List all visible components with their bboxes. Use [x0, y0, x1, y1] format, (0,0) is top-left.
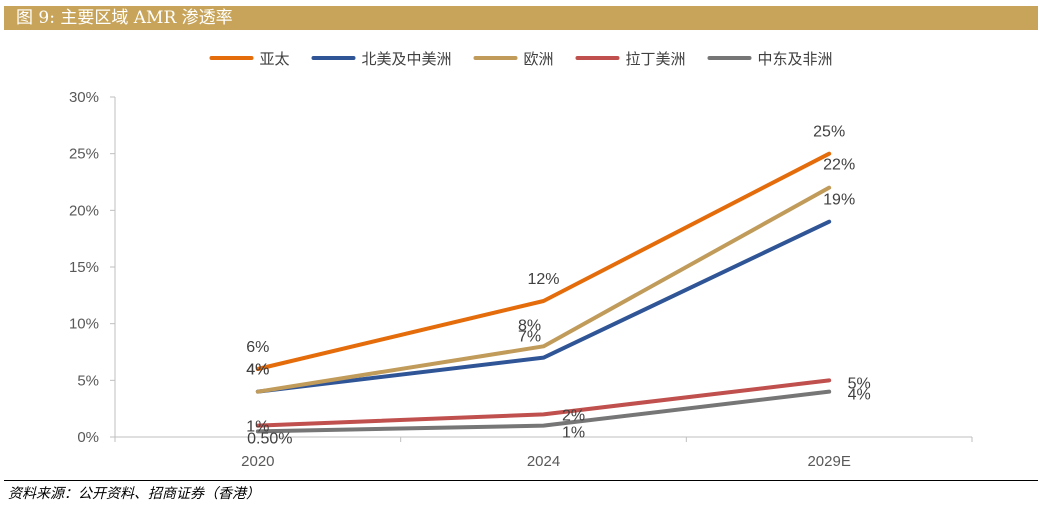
data-label: 4% [848, 387, 871, 404]
y-tick-label: 20% [69, 202, 99, 219]
y-tick-label: 25% [69, 146, 99, 163]
data-label: 4% [246, 362, 269, 379]
data-label: 7% [518, 329, 541, 346]
y-tick-label: 15% [69, 259, 99, 276]
source-divider [4, 480, 1038, 481]
data-label: 0.50% [247, 430, 292, 447]
y-axis: 0% 5% 10% 15% 20% 25% 30% [69, 89, 116, 446]
series-line [255, 389, 832, 434]
x-tick-label: 2020 [241, 453, 274, 470]
data-label: 1% [246, 419, 269, 436]
legend-item: 拉丁美洲 [575, 51, 686, 68]
legend-item: 亚太 [209, 51, 290, 68]
legend-label: 亚太 [260, 51, 290, 68]
legend-label: 欧洲 [524, 51, 554, 68]
data-label: 19% [823, 192, 855, 209]
y-tick-label: 10% [69, 316, 99, 333]
series-line [255, 185, 832, 394]
data-label: 12% [527, 271, 559, 288]
data-label: 1% [562, 425, 585, 442]
data-labels: 6%12%25%4%7%19%4%8%22%1%2%5%0.50% 1%4% [246, 124, 870, 448]
y-tick-label: 5% [77, 372, 99, 389]
legend-label: 中东及非洲 [758, 51, 833, 68]
x-axis: 2020 2024 2029E [114, 436, 973, 470]
series-line [255, 151, 832, 371]
legend-label: 北美及中美洲 [362, 51, 452, 68]
series-lines [255, 151, 832, 434]
data-label: 5% [848, 375, 871, 392]
data-label: 2% [562, 407, 585, 424]
data-label: 4% [246, 362, 269, 379]
legend-item: 欧洲 [473, 51, 554, 68]
data-label: 25% [813, 124, 845, 141]
source-note: 资料来源：公开资料、招商证券（香港） [8, 486, 260, 502]
data-label: 22% [823, 157, 855, 174]
series-line [255, 378, 832, 428]
data-label: 8% [518, 317, 541, 334]
chart-legend: 亚太 北美及中美洲 欧洲 拉丁美洲 中东及非洲 [209, 51, 833, 68]
legend-label: 拉丁美洲 [626, 51, 686, 68]
data-label: 6% [246, 339, 269, 356]
legend-item: 北美及中美洲 [311, 51, 452, 68]
y-tick-label: 0% [77, 429, 99, 446]
legend-item: 中东及非洲 [707, 51, 833, 68]
line-chart: 亚太 北美及中美洲 欧洲 拉丁美洲 中东及非洲 0%5%10%15%20%25%30% … [69, 51, 973, 470]
x-tick-label: 2029E [807, 453, 850, 470]
y-tick-label: 30% [69, 89, 99, 106]
x-tick-label: 2024 [527, 453, 560, 470]
series-line [255, 219, 832, 394]
figure-title: 图 9: 主要区域 AMR 渗透率 [4, 6, 1038, 30]
